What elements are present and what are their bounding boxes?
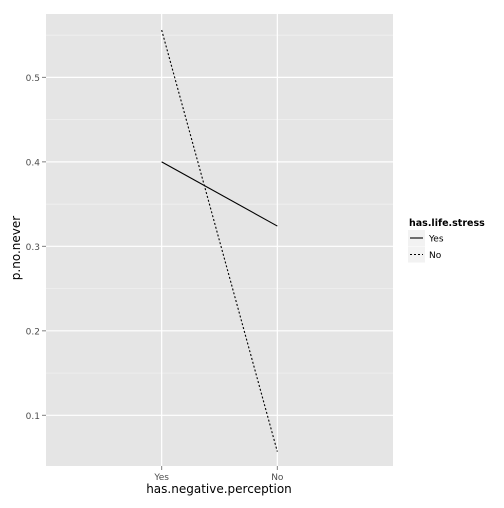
x-tick-label: No: [271, 473, 284, 483]
major-gridlines: [46, 14, 393, 466]
x-axis-label: has.negative.perception: [146, 482, 292, 496]
legend-key-background: [408, 246, 425, 263]
legend-title: has.life.stress: [409, 218, 485, 229]
y-tick-label: 0.4: [26, 158, 41, 168]
x-tick-label: Yes: [153, 473, 169, 483]
legend-items: Yes No: [408, 230, 444, 263]
series-line-no: [161, 29, 278, 452]
legend-label: Yes: [428, 235, 444, 245]
x-axis: Yes No: [153, 466, 284, 483]
y-tick-label: 0.2: [26, 327, 40, 337]
y-tick-label: 0.3: [26, 243, 40, 253]
y-tick-label: 0.1: [26, 412, 40, 422]
y-axis: 0.1 0.2 0.3 0.4 0.5: [26, 74, 46, 422]
series-line-yes: [161, 161, 278, 227]
y-axis-label: p.no.never: [9, 216, 23, 280]
legend: has.life.stress Yes No: [408, 218, 485, 263]
minor-gridlines: [46, 34, 393, 374]
legend-label: No: [429, 251, 442, 261]
series-lines: [161, 29, 278, 452]
y-tick-label: 0.5: [26, 74, 40, 84]
